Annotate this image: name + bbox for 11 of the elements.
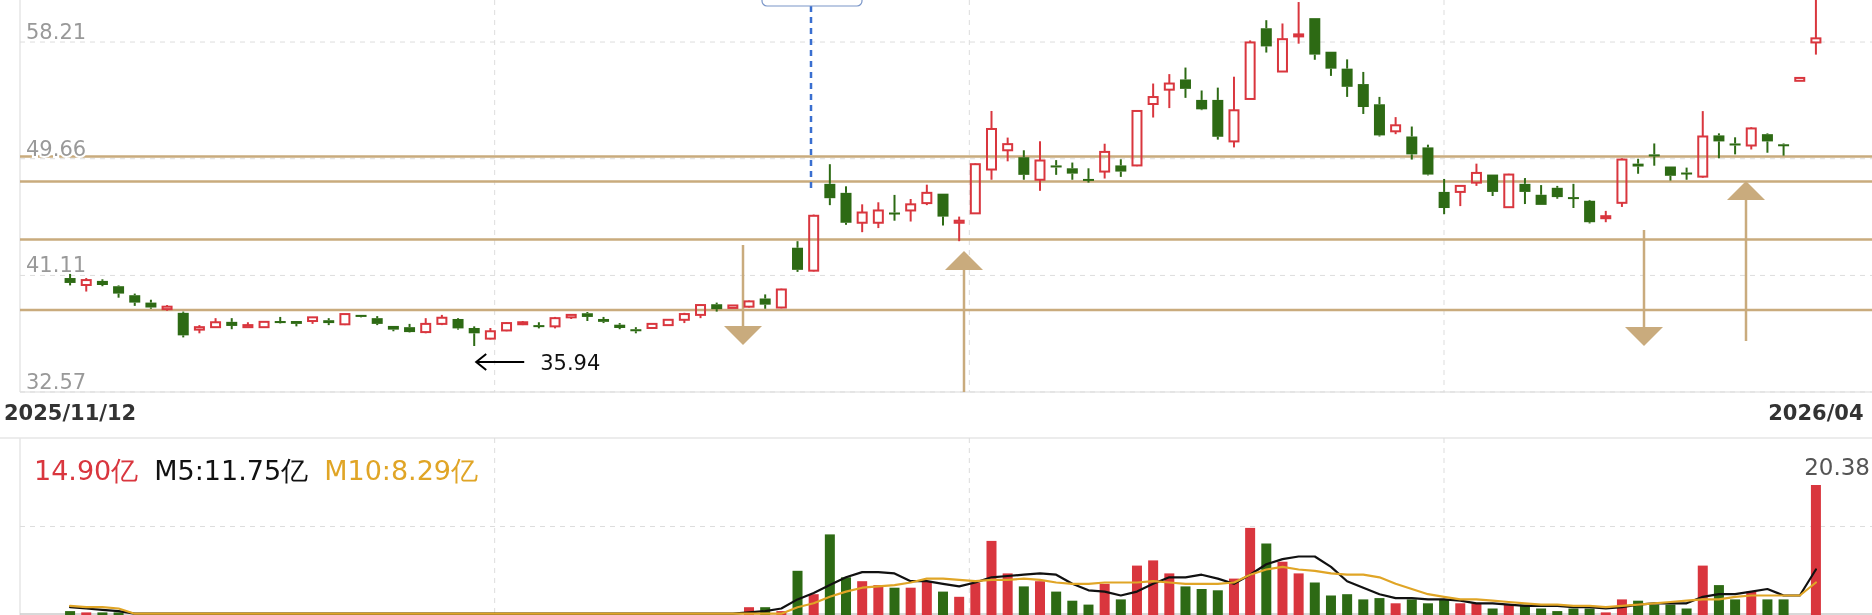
y-tick-label: 49.66: [26, 136, 87, 161]
text: 14.90亿: [34, 455, 139, 486]
text: M10:8.29亿: [324, 455, 479, 486]
x-tick-label: 2026/04: [1768, 401, 1864, 425]
y-tick-label: 58.21: [26, 20, 87, 45]
annotation: 35.94: [540, 351, 601, 375]
text: M5:11.75亿: [154, 455, 309, 486]
text: 20.38: [1804, 454, 1870, 480]
x-tick-label: 2025/11/12: [3, 401, 137, 425]
y-tick-label: 32.57: [26, 370, 87, 394]
y-tick-label: 41.11: [26, 253, 87, 278]
